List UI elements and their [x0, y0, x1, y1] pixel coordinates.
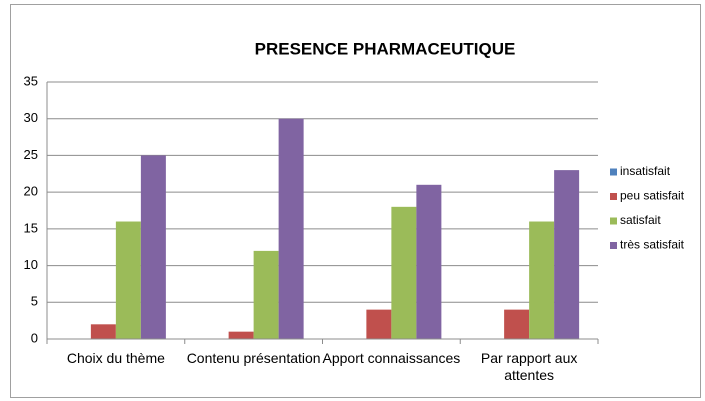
bar: [416, 184, 442, 339]
y-tick-label: 10: [24, 257, 38, 272]
legend-swatch: [610, 217, 617, 225]
bar: [115, 221, 141, 339]
y-tick-label: 0: [31, 330, 38, 345]
bar: [391, 206, 417, 339]
bar: [140, 155, 166, 339]
legend-swatch: [610, 242, 617, 249]
legend-swatch: [610, 168, 617, 176]
bar: [228, 331, 254, 339]
y-tick-label: 25: [24, 147, 38, 162]
bar: [554, 170, 580, 339]
y-tick-label: 30: [24, 110, 38, 125]
y-tick-label: 35: [24, 73, 38, 88]
y-tick-label: 20: [24, 184, 38, 199]
x-tick-label: Choix du thème: [66, 350, 165, 366]
x-tick-label: Contenu présentation: [186, 350, 321, 366]
legend-swatch: [610, 193, 617, 200]
bar: [529, 221, 555, 339]
bar: [253, 250, 279, 339]
x-tick-label: Apport connaissances: [322, 350, 461, 366]
bar: [90, 324, 116, 339]
legend-label: insatisfait: [620, 164, 671, 178]
chart-title: PRESENCE PHARMACEUTIQUE: [255, 39, 516, 58]
y-tick-label: 15: [24, 220, 38, 235]
x-tick-label: Par rapport aux attentes: [480, 350, 578, 383]
legend-label: peu satisfait: [620, 189, 685, 203]
legend-label: très satisfait: [620, 238, 685, 252]
bar: [278, 118, 304, 339]
bar: [504, 309, 530, 339]
bar: [366, 309, 392, 339]
y-tick-label: 5: [31, 294, 38, 309]
legend-label: satisfait: [620, 213, 661, 227]
